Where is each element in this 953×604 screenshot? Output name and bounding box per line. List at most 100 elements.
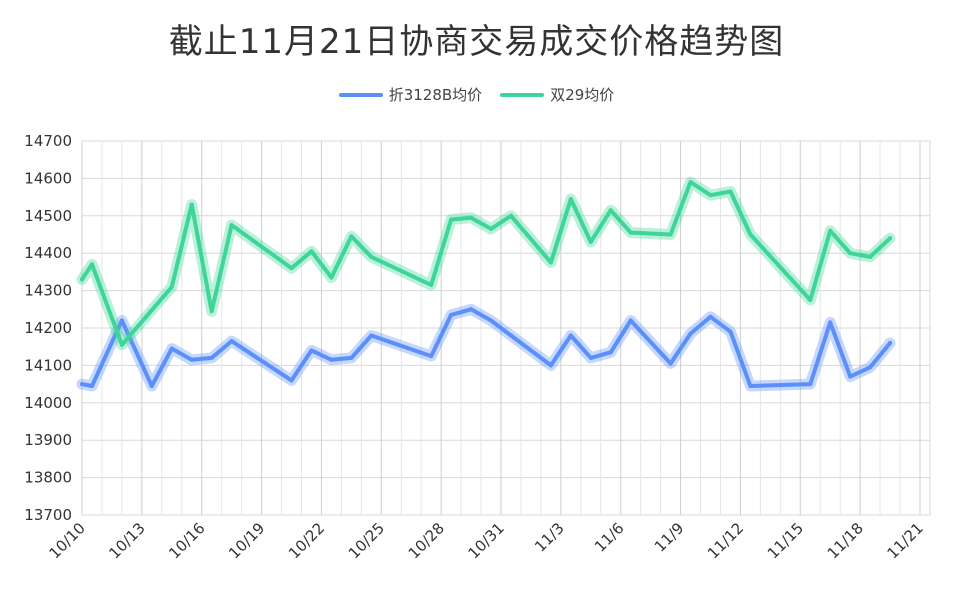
legend-item-series-0[interactable]: 折3128B均价 [338,84,483,105]
data-point-series-1-23 [688,180,693,185]
legend-swatch-series-1 [500,92,545,97]
y-tick-label: 14600 [24,169,72,187]
legend-label-series-1: 双29均价 [550,86,615,104]
data-point-series-0-16 [489,318,494,323]
y-tick-label: 13700 [24,506,72,524]
data-point-series-1-15 [489,226,494,231]
data-point-series-1-30 [868,254,873,259]
data-point-series-1-11 [369,254,374,259]
data-point-series-1-3 [169,284,174,289]
data-point-series-1-7 [289,266,294,271]
data-point-series-0-27 [748,383,753,388]
data-point-series-1-19 [588,239,593,244]
data-point-series-1-20 [608,208,613,213]
data-point-series-0-32 [888,340,893,345]
data-point-series-0-22 [628,318,633,323]
x-tick-label: 11/9 [651,519,688,556]
data-point-series-0-15 [469,307,474,312]
data-point-series-1-8 [309,249,314,254]
data-point-series-1-31 [888,236,893,241]
data-point-series-1-29 [848,251,853,256]
data-point-series-1-9 [329,275,334,280]
data-point-series-0-21 [608,350,613,355]
x-axis: 10/10 10/13 10/16 10/19 10/22 10/25 10/28 10/31… [46,519,927,562]
chart-title: 截止11月21日协商交易成交价格趋势图 [168,22,785,62]
data-point-series-0-5 [189,357,194,362]
data-point-series-1-26 [748,232,753,237]
data-point-series-1-1 [89,262,94,267]
x-tick-label: 10/22 [285,519,328,562]
y-tick-label: 14700 [24,132,72,150]
series-glow-0 [76,303,896,392]
data-point-series-1-17 [548,260,553,265]
x-tick-label: 11/18 [824,519,867,562]
series-line-1[interactable] [80,180,893,347]
x-tick-label: 11/6 [591,519,628,556]
x-tick-label: 11/21 [884,519,927,562]
x-tick-label: 10/13 [105,519,148,562]
legend-label-series-0: 折3128B均价 [388,86,483,104]
y-tick-label: 13900 [24,431,72,449]
data-point-series-1-22 [668,232,673,237]
data-point-series-1-10 [349,234,354,239]
x-tick-label: 10/25 [345,519,388,562]
data-point-series-1-21 [628,230,633,235]
data-point-series-0-8 [289,378,294,383]
data-point-series-1-18 [568,196,573,201]
data-point-series-0-29 [828,320,833,325]
data-point-series-1-28 [828,228,833,233]
data-point-series-0-25 [708,314,713,319]
legend-item-series-1[interactable]: 双29均价 [500,84,614,105]
data-point-series-1-25 [728,189,733,194]
legend-swatch-series-0 [338,92,383,97]
data-point-series-0-26 [728,329,733,334]
data-point-series-1-24 [708,193,713,198]
y-axis: 13700 13800 13900 14000 14100 14200 14300 14400… [24,132,72,524]
data-point-series-0-2 [119,318,124,323]
data-point-series-0-20 [588,355,593,360]
y-tick-label: 14300 [24,282,72,300]
data-point-series-0-14 [449,312,454,317]
data-point-series-1-6 [229,223,234,228]
grid [81,140,931,516]
x-tick-label: 10/31 [465,519,508,562]
data-point-series-1-0 [80,277,84,282]
x-tick-label: 11/12 [704,519,747,562]
data-point-series-1-27 [808,297,813,302]
data-point-series-0-4 [169,346,174,351]
x-tick-label: 10/16 [165,519,208,562]
data-point-series-0-0 [80,382,84,387]
x-tick-label: 10/28 [405,519,448,562]
data-point-series-1-16 [508,213,513,218]
data-point-series-0-6 [209,355,214,360]
data-point-series-0-17 [508,333,513,338]
data-point-series-0-3 [149,383,154,388]
data-point-series-1-5 [209,309,214,314]
data-point-series-0-10 [329,357,334,362]
data-point-series-1-13 [449,217,454,222]
x-tick-label: 10/19 [225,519,268,562]
data-point-series-1-4 [189,202,194,207]
data-point-series-0-13 [429,354,434,359]
y-tick-label: 14000 [24,394,72,412]
data-point-series-0-23 [668,361,673,366]
data-point-series-0-24 [688,331,693,336]
data-point-series-0-9 [309,348,314,353]
data-point-series-0-31 [868,365,873,370]
y-tick-label: 14500 [24,207,72,225]
y-tick-label: 13800 [24,469,72,487]
data-point-series-1-14 [469,215,474,220]
data-point-series-0-28 [808,382,813,387]
legend: 折3128B均价 双29均价 [0,84,953,105]
data-point-series-1-2 [119,342,124,347]
data-point-series-0-12 [369,333,374,338]
data-point-series-0-18 [548,363,553,368]
x-tick-label: 10/10 [46,519,89,562]
y-tick-label: 14200 [24,319,72,337]
x-tick-label: 11/3 [531,519,568,556]
data-point-series-0-11 [349,355,354,360]
y-tick-label: 14100 [24,356,72,374]
data-point-series-0-7 [229,339,234,344]
x-tick-label: 11/15 [764,519,807,562]
